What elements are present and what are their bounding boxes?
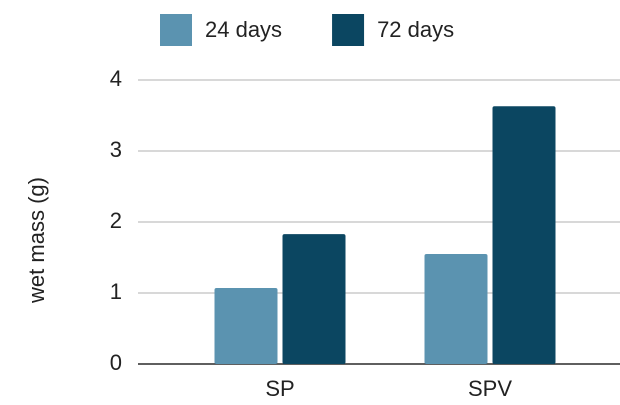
legend-label: 24 days: [205, 17, 282, 42]
y-axis-label: wet mass (g): [24, 177, 49, 304]
y-tick-label: 2: [110, 208, 122, 233]
y-tick-label: 3: [110, 137, 122, 162]
legend-swatch: [160, 14, 192, 46]
bar: [214, 288, 278, 364]
bar: [282, 234, 346, 364]
bar: [492, 106, 556, 365]
y-tick-label: 4: [110, 66, 122, 91]
legend-swatch: [332, 14, 365, 46]
legend-label: 72 days: [377, 17, 454, 42]
y-tick-label: 0: [110, 350, 122, 375]
x-tick-label: SPV: [468, 376, 512, 401]
x-tick-label: SP: [265, 376, 294, 401]
bar: [424, 253, 488, 364]
y-tick-label: 1: [110, 279, 122, 304]
